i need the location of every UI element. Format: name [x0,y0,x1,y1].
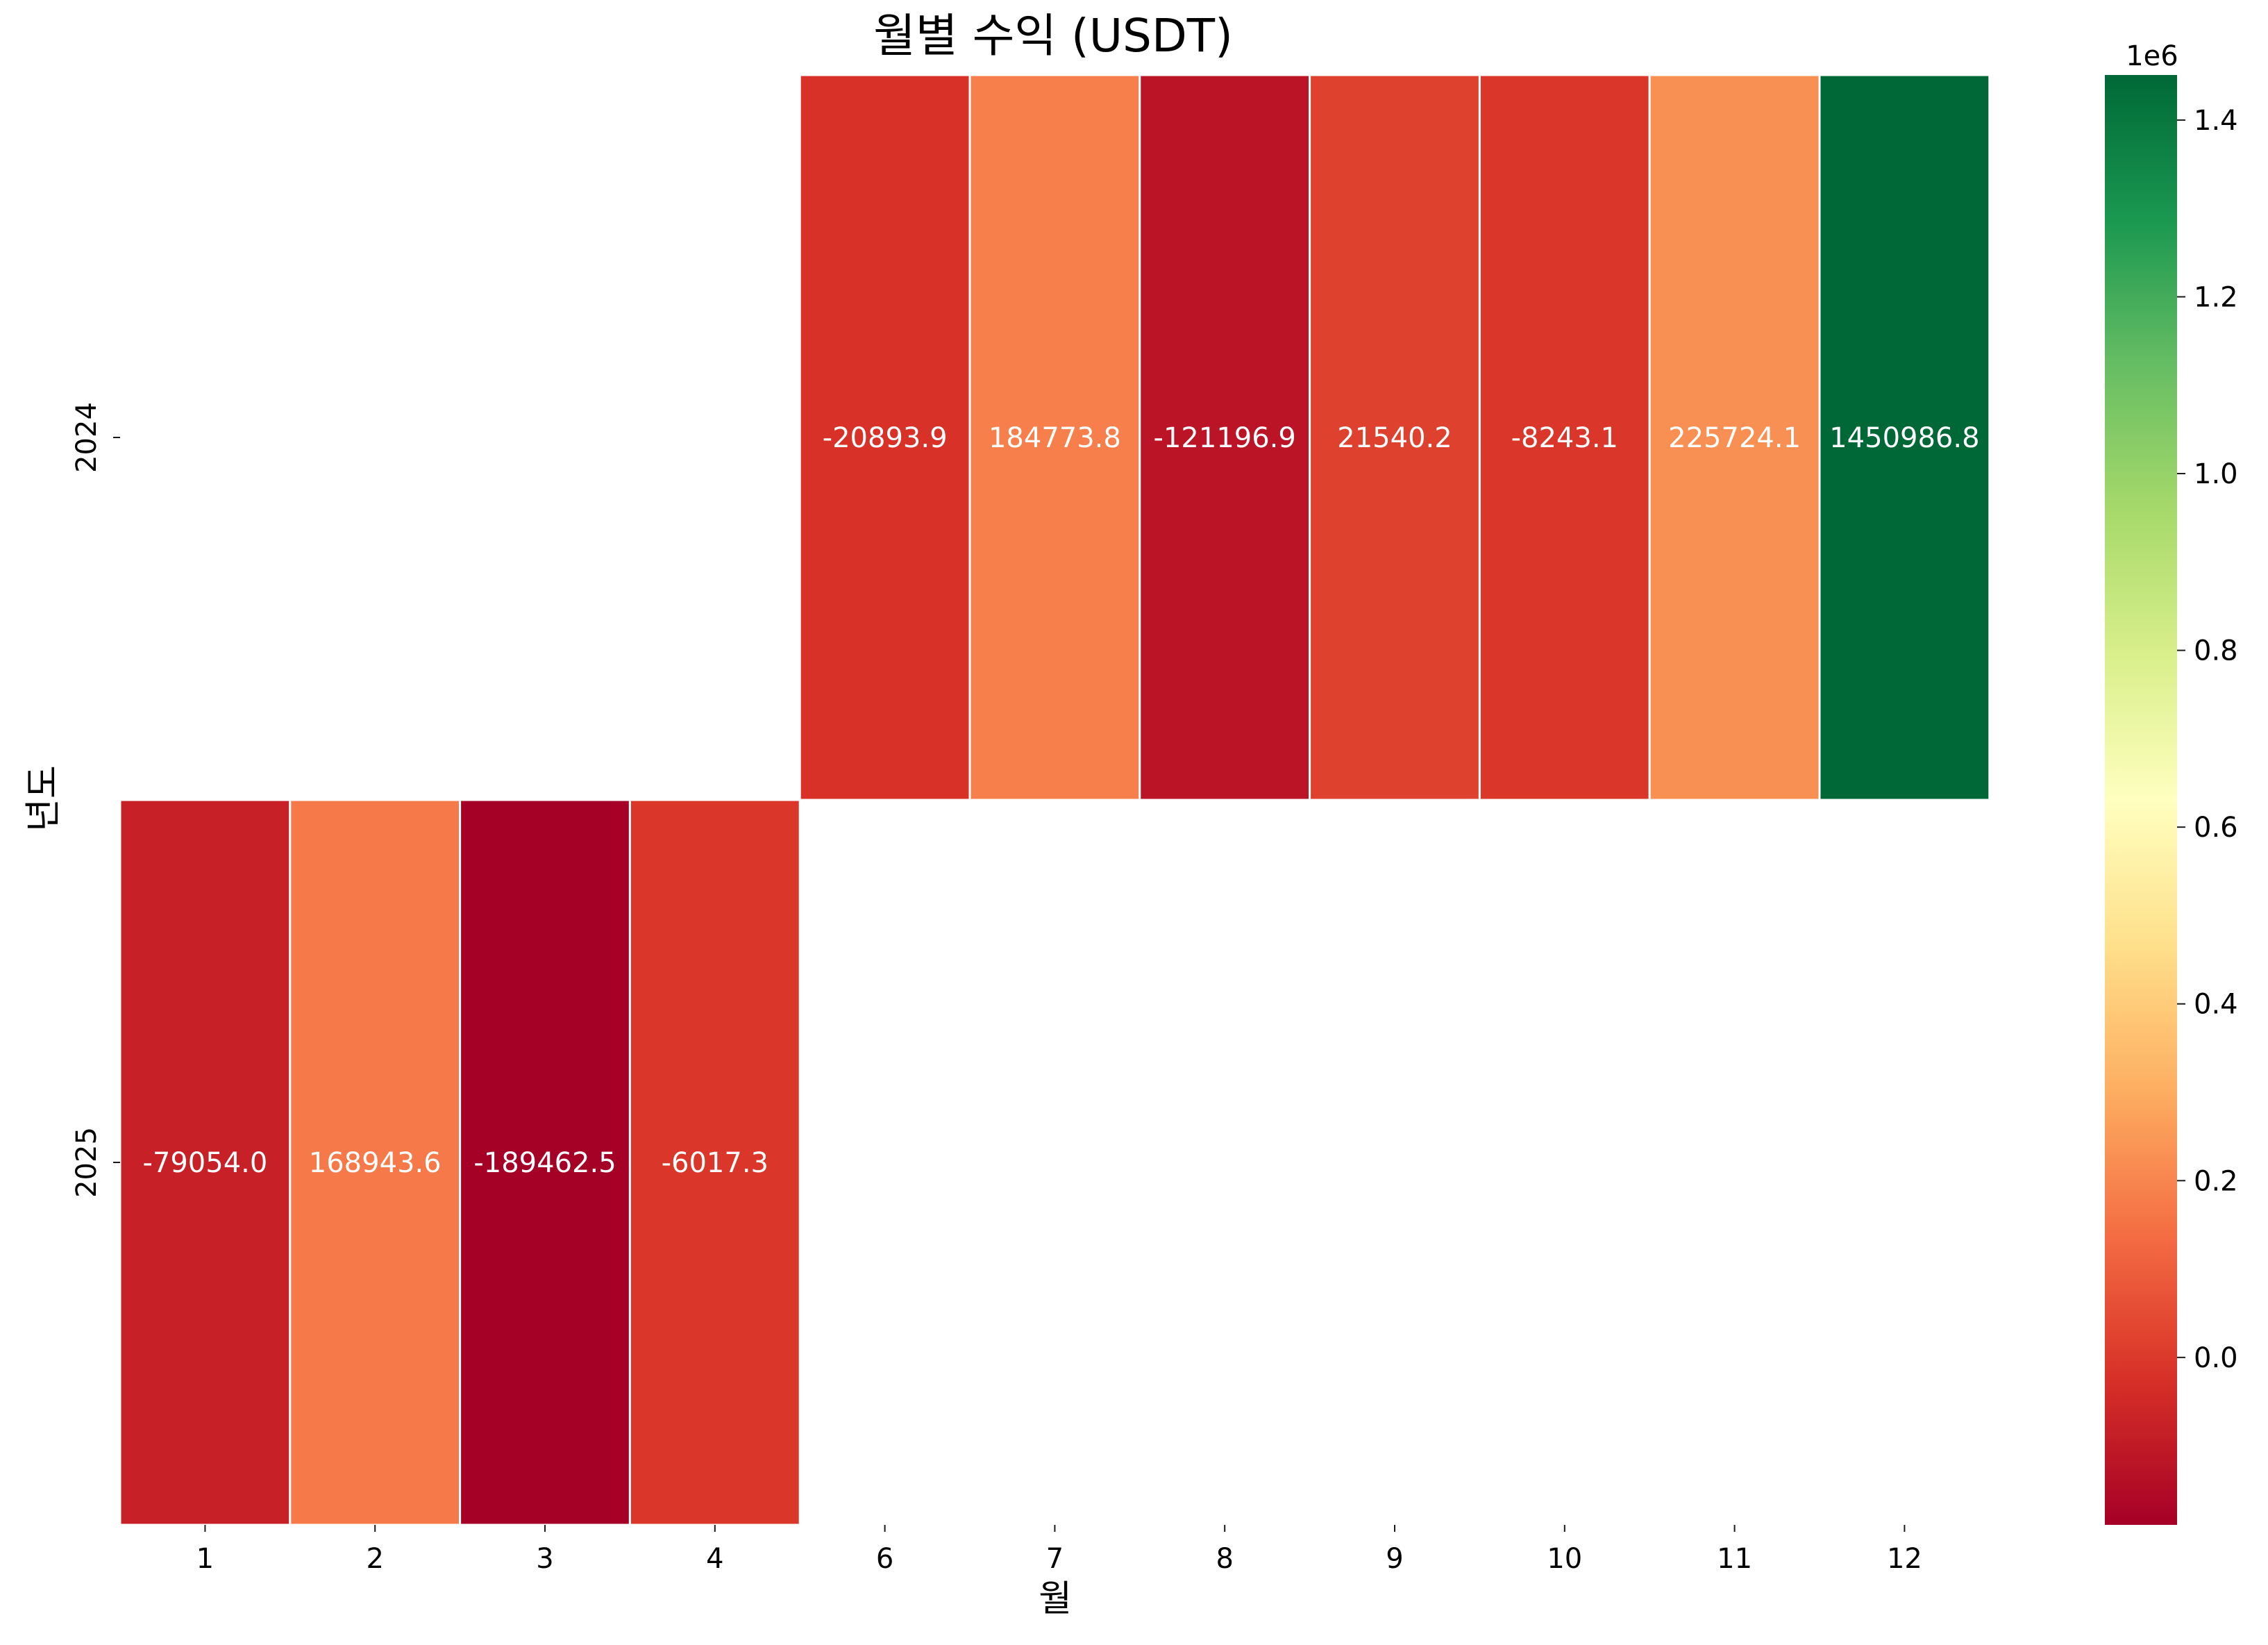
x-axis-ticks: 1 2 3 4 6 7 8 9 10 11 12 [196,1525,1922,1575]
cell-value-label: 225724.1 [1668,422,1801,454]
heatmap-cell [1309,74,1481,801]
heatmap-cell [119,799,292,1526]
cell-value-label: -121196.9 [1154,422,1296,454]
x-tick-label: 2 [366,1543,383,1575]
y-axis-label: 년도 [23,765,65,832]
colorbar-tick-label: 1.4 [2194,105,2238,137]
colorbar-tick-label: 1.0 [2194,458,2238,490]
colorbar-tick-label: 0.2 [2194,1165,2238,1197]
x-tick-label: 7 [1046,1543,1064,1575]
colorbar-tick-label: 0.6 [2194,812,2238,844]
x-axis-label: 월 [1039,1578,1072,1620]
heatmap-cell [1648,74,1821,801]
cell-value-label: -79054.0 [142,1147,267,1179]
x-tick-label: 11 [1717,1543,1752,1575]
heatmap-cell [1478,74,1651,801]
heatmap-cell [1818,74,1991,801]
heatmap-cell [459,799,631,1526]
x-tick-label: 6 [876,1543,893,1575]
colorbar-tick-label: 0.4 [2194,989,2238,1021]
heatmap-cell [628,799,801,1526]
cell-value-label: 21540.2 [1337,422,1452,454]
cell-value-label: -8243.1 [1511,422,1618,454]
x-tick-label: 1 [196,1543,214,1575]
cell-value-label: 1450986.8 [1829,422,1979,454]
colorbar [2105,75,2177,1525]
cell-value-label: 168943.6 [309,1147,442,1179]
cell-value-label: -189462.5 [473,1147,616,1179]
cell-value-label: -6017.3 [662,1147,768,1179]
y-tick-label: 2024 [71,402,103,473]
colorbar-tick-label: 0.0 [2194,1342,2238,1374]
cell-value-label: 184773.8 [989,422,1121,454]
heatmap-cell [968,74,1141,801]
cell-value-label: -20893.9 [823,422,948,454]
x-tick-label: 3 [536,1543,553,1575]
heatmap-cell [1139,74,1311,801]
y-tick-label: 2025 [71,1127,103,1198]
heatmap-cells: -20893.9 184773.8 -121196.9 21540.2 -8243.1 2… [119,74,1991,1526]
x-tick-label: 4 [706,1543,723,1575]
colorbar-tick-label: 0.8 [2194,635,2238,667]
x-tick-label: 8 [1216,1543,1233,1575]
x-tick-label: 9 [1386,1543,1403,1575]
chart-title: 월별 수익 (USDT) [873,9,1233,62]
colorbar-tick-label: 1.2 [2194,281,2238,313]
colorbar-offset-label: 1e6 [2126,40,2178,72]
x-tick-label: 12 [1887,1543,1922,1575]
x-tick-label: 10 [1547,1543,1582,1575]
y-axis-ticks: 2024 2025 [71,402,120,1198]
heatmap-cell [798,74,971,801]
colorbar-ticks: 0.0 0.2 0.4 0.6 0.8 1.0 1.2 1.4 [2177,105,2238,1374]
